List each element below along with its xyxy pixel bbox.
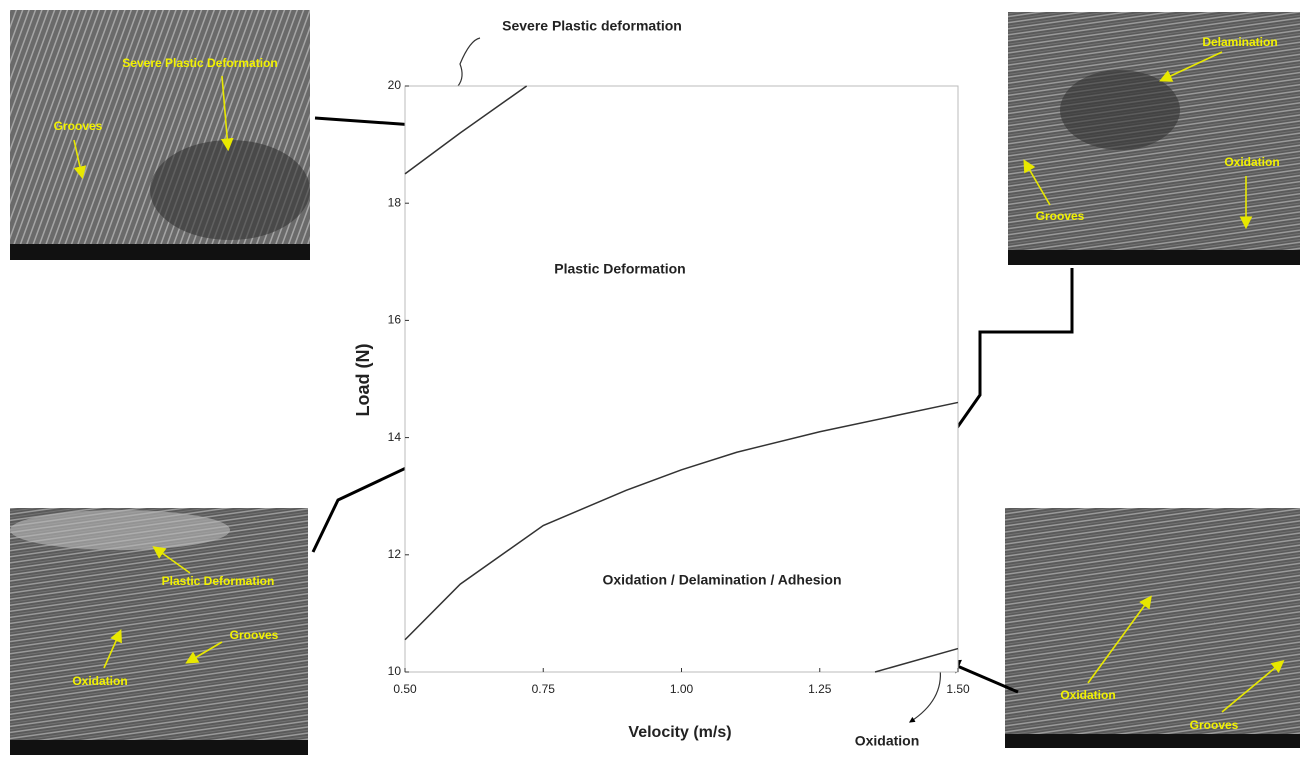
sem-image: Plastic Deformation Grooves Oxidation (10, 508, 308, 755)
sem-label: Oxidation (1060, 688, 1115, 702)
annotation: Severe Plastic deformation (502, 18, 682, 34)
sem-label: Grooves (1036, 209, 1085, 223)
sem-image: Delamination Oxidation Grooves (1008, 12, 1300, 265)
x-tick-label: 0.75 (532, 682, 556, 696)
x-axis-label: Velocity (m/s) (628, 724, 731, 741)
sem-label: Grooves (230, 628, 279, 642)
y-tick-label: 16 (388, 313, 402, 327)
y-tick-label: 20 (388, 78, 402, 92)
y-tick-label: 10 (388, 664, 402, 678)
annotation: Oxidation / Delamination / Adhesion (602, 572, 841, 588)
y-tick-label: 14 (388, 430, 402, 444)
sem-image: Severe Plastic Deformation Grooves (10, 10, 310, 260)
sem-image: Oxidation Grooves (1005, 508, 1300, 748)
y-axis-label: Load (N) (353, 344, 373, 417)
chart: Velocity (m/s) Load (N) Severe Plastic d… (353, 18, 970, 749)
y-tick-label: 12 (388, 547, 402, 561)
annotation: Plastic Deformation (554, 261, 685, 277)
x-tick-label: 1.50 (946, 682, 970, 696)
x-tick-label: 0.50 (393, 682, 417, 696)
sem-label: Grooves (54, 119, 103, 133)
sem-label: Grooves (1190, 718, 1239, 732)
x-tick-label: 1.25 (808, 682, 832, 696)
sem-label: Plastic Deformation (162, 574, 275, 588)
sem-label: Severe Plastic Deformation (122, 56, 277, 70)
annotation: Oxidation (855, 733, 920, 749)
sem-label: Oxidation (72, 674, 127, 688)
y-tick-label: 18 (388, 195, 402, 209)
x-tick-label: 1.00 (670, 682, 694, 696)
sem-label: Delamination (1202, 35, 1277, 49)
figure: Severe Plastic Deformation Grooves Delam… (0, 0, 1309, 760)
sem-label: Oxidation (1224, 155, 1279, 169)
